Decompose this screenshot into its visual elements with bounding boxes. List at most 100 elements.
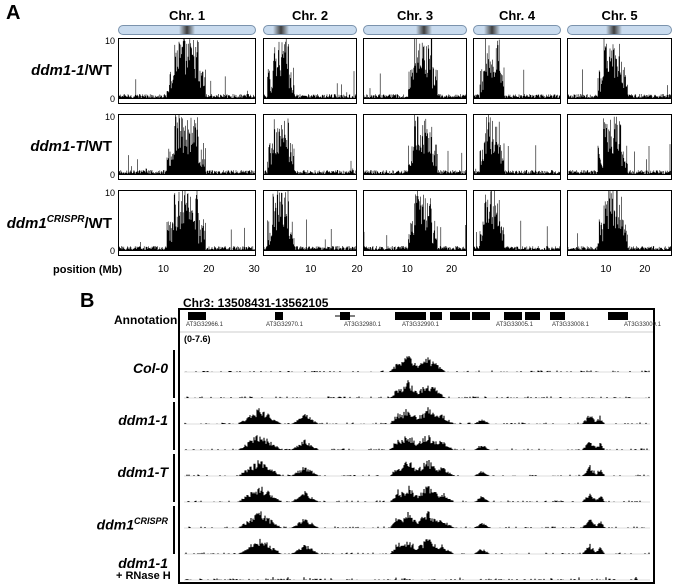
y-tick-max: 10 — [104, 112, 115, 122]
signal-trace — [567, 116, 671, 175]
signal-trace — [363, 115, 467, 175]
ratio-signal — [118, 115, 255, 175]
ratio-signal — [567, 116, 671, 175]
region-title: Chr3: 13508431-13562105 — [183, 296, 329, 310]
gene-exon-block — [410, 312, 426, 320]
sample-group-label: Col-0 — [60, 360, 168, 376]
signal-trace — [567, 191, 671, 251]
ratio-plot — [567, 114, 672, 180]
chromosome-ideogram — [363, 25, 467, 35]
chromosome-label: Chr. 2 — [291, 8, 329, 23]
ratio-plot — [567, 38, 672, 104]
ratio-signal — [473, 191, 561, 251]
gene-exon-block — [275, 312, 283, 320]
signal-trace — [473, 115, 561, 175]
panel-b-letter: B — [80, 290, 95, 312]
gene-id-label: AT3G32970.1 — [266, 322, 303, 328]
signal-trace — [567, 39, 671, 99]
signal-trace — [363, 191, 467, 251]
y-tick-max: 10 — [104, 188, 115, 198]
ratio-plot — [263, 114, 357, 180]
signal-trace — [118, 191, 255, 251]
y-tick-min: 0 — [109, 246, 115, 256]
x-tick-label: 20 — [203, 264, 215, 275]
gene-id-label: AT3G33008.1 — [552, 322, 589, 328]
x-tick-label: 10 — [157, 264, 169, 275]
x-axis-title: position (Mb) — [53, 264, 123, 276]
sample-ratio-label: ddm1-T/WT — [0, 138, 112, 155]
gene-exon-block — [608, 312, 628, 320]
x-tick-label: 10 — [305, 264, 317, 275]
annotation-label: Annotation — [114, 313, 178, 327]
x-tick-label: 30 — [248, 264, 260, 275]
gene-id-label: AT3G32966.1 — [186, 322, 223, 328]
chromosome-ideogram — [567, 25, 672, 35]
label-text: ddm1-T — [30, 138, 85, 155]
signal-trace — [363, 39, 467, 99]
label-suffix: /WT — [84, 138, 113, 155]
y-tick-min: 0 — [109, 94, 115, 104]
gene-exon-block — [340, 312, 350, 320]
ratio-signal — [567, 191, 671, 251]
signal-trace — [118, 115, 255, 175]
gene-exon-block — [395, 312, 412, 320]
gene-exon-block — [430, 312, 442, 320]
chromosome-ideogram — [118, 25, 256, 35]
x-tick-label: 20 — [639, 264, 651, 275]
gene-id-label: AT3G32990.1 — [402, 322, 439, 328]
sample-ratio-label: ddm1CRISPR/WT — [0, 214, 112, 232]
group-bracket — [173, 402, 175, 450]
group-bracket — [173, 454, 175, 502]
gene-exon-block — [504, 312, 522, 320]
group-bracket — [173, 506, 175, 554]
gene-exon-block — [550, 312, 565, 320]
coverage-signal — [184, 407, 647, 424]
sample-group-label: ddm1-1 — [60, 555, 168, 571]
sample-group-label: ddm1CRISPR — [60, 516, 168, 533]
signal-trace — [473, 191, 561, 251]
panel-a-letter: A — [6, 2, 21, 24]
ratio-signal — [473, 39, 561, 99]
ratio-signal — [263, 191, 357, 251]
centromere-mark — [416, 26, 433, 34]
chromosome-label: Chr. 5 — [601, 8, 638, 23]
ratio-plot — [118, 38, 256, 104]
label-text: ddm1-1 — [118, 555, 168, 571]
sample-group-label: ddm1-T — [60, 464, 168, 480]
ratio-signal — [118, 39, 255, 99]
signal-trace — [473, 39, 561, 99]
label-suffix: /WT — [84, 62, 113, 79]
chromosome-ideogram — [263, 25, 357, 35]
sample-group-label: ddm1-1 — [60, 412, 168, 428]
gene-exon-block — [472, 312, 490, 320]
label-text: ddm1-T — [117, 464, 168, 480]
label-suffix: /WT — [84, 215, 113, 232]
x-tick-label: 20 — [351, 264, 363, 275]
centromere-mark — [484, 26, 501, 34]
ratio-plot — [263, 190, 357, 256]
centromere-mark — [605, 26, 622, 34]
ratio-plot — [363, 38, 467, 104]
ratio-signal — [263, 39, 357, 99]
coverage-signal — [185, 538, 650, 554]
signal-trace — [263, 191, 357, 251]
label-superscript: CRISPR — [133, 516, 168, 526]
label-text: Col-0 — [133, 360, 168, 376]
coverage-signal — [185, 356, 650, 372]
group-bracket — [173, 350, 175, 398]
ratio-signal — [118, 191, 255, 251]
gene-id-label: AT3G32980.1 — [344, 322, 381, 328]
label-text: ddm1-1 — [31, 62, 85, 79]
ratio-signal — [363, 191, 467, 251]
ratio-signal — [567, 39, 671, 99]
data-range-label: (0-7.6) — [184, 334, 211, 344]
ratio-signal — [263, 118, 357, 175]
ratio-plot — [473, 190, 561, 256]
ratio-plot — [363, 114, 467, 180]
coverage-signal — [185, 577, 638, 580]
x-tick-label: 20 — [445, 264, 458, 275]
ratio-plot — [473, 114, 561, 180]
coverage-signal — [186, 380, 650, 398]
track-viewer-frame: AT3G32966.1 AT3G32970.1 AT3G32980.1 AT3G329… — [178, 308, 661, 584]
coverage-signal — [185, 435, 648, 450]
